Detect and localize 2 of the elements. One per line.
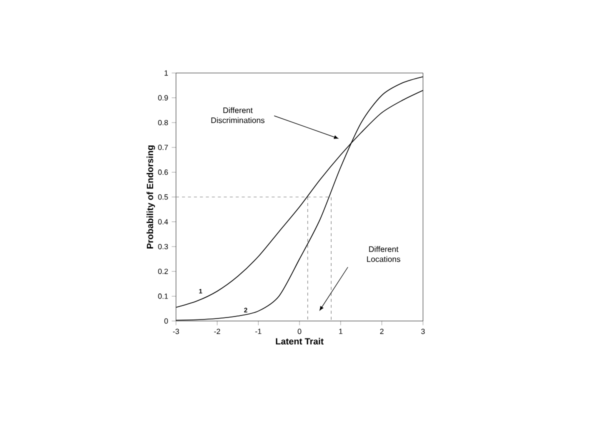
y-axis-title: Probability of Endorsing bbox=[146, 146, 155, 248]
x-axis-title: Latent Trait bbox=[276, 338, 324, 345]
